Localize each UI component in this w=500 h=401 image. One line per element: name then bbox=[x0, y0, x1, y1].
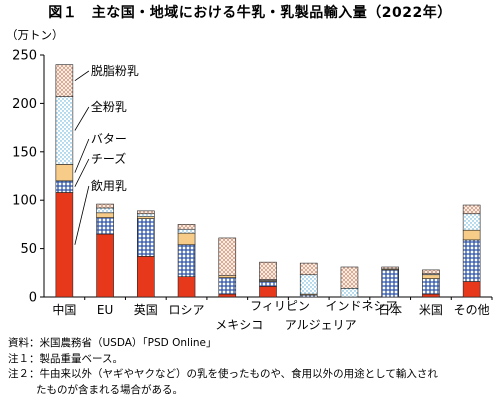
x-tick-label: メキシコ bbox=[215, 318, 263, 332]
bar-segment bbox=[137, 213, 155, 217]
bar-segment bbox=[218, 277, 237, 295]
note-2: 注２：牛由来以外（ヤギやヤクなど）の乳を使ったものや、食用以外の用途として輸入さ… bbox=[8, 368, 438, 380]
bar-segment bbox=[177, 276, 196, 298]
bar-segment bbox=[55, 180, 74, 193]
series-label: 全粉乳 bbox=[91, 99, 127, 114]
x-tick-label: EU bbox=[97, 303, 113, 317]
bar-segment bbox=[422, 274, 440, 279]
bar-segment bbox=[381, 269, 399, 298]
series-label: チーズ bbox=[91, 151, 126, 166]
x-tick-label: 英国 bbox=[134, 303, 158, 317]
bar-segment bbox=[462, 229, 481, 241]
y-tick-label: 250 bbox=[12, 49, 37, 64]
bar-segment bbox=[55, 192, 74, 298]
bar-segment bbox=[137, 256, 155, 298]
source-note: 資料：米国農務省（USDA）「PSD Online」 bbox=[8, 337, 217, 349]
callout-leader bbox=[74, 185, 90, 245]
y-tick-label: 150 bbox=[12, 145, 37, 160]
x-tick-label: フィリピン bbox=[250, 299, 310, 313]
x-tick-label: インドネシア bbox=[325, 299, 397, 313]
bar-segment bbox=[462, 213, 481, 231]
note-2-cont: たものが含まれる場合がある。 bbox=[36, 383, 183, 396]
bar-segment bbox=[340, 287, 359, 298]
notes: 資料：米国農務省（USDA）「PSD Online」 注１：製品重量ベース。 注… bbox=[8, 336, 496, 398]
y-tick-label: 0 bbox=[29, 291, 37, 306]
bar-segment bbox=[259, 261, 277, 280]
chart-title: 図１ 主な国・地域における牛乳・乳製品輸入量（2022年） bbox=[48, 5, 452, 21]
callout-leader bbox=[74, 106, 90, 131]
bar-segment bbox=[422, 269, 440, 275]
bar-segment bbox=[177, 232, 196, 246]
callout-leader bbox=[74, 70, 90, 81]
x-tick-label: アルジェリア bbox=[285, 318, 357, 332]
bar-segment bbox=[218, 237, 237, 277]
bar-segment bbox=[340, 266, 359, 289]
x-tick-label: その他 bbox=[454, 303, 490, 317]
series-callouts: 飲用乳 チーズ バター 全粉乳 脱脂粉乳 bbox=[74, 63, 139, 245]
series-label: バター bbox=[91, 132, 127, 146]
note-1: 注１：製品重量ベース。 bbox=[8, 352, 123, 365]
y-tick-label: 100 bbox=[12, 194, 37, 209]
callout-leader bbox=[74, 158, 90, 187]
bar-segment bbox=[96, 217, 114, 235]
bar-segment bbox=[177, 224, 196, 230]
bar-segment bbox=[177, 244, 196, 277]
y-tick-label: 200 bbox=[12, 97, 37, 112]
series-label: 脱脂粉乳 bbox=[91, 63, 139, 78]
bar-segment bbox=[462, 281, 481, 298]
bar-segment bbox=[218, 293, 237, 298]
x-tick-label: 中国 bbox=[52, 302, 76, 317]
bar-segment bbox=[137, 218, 155, 257]
bar-segment bbox=[55, 96, 74, 165]
bar-segment bbox=[177, 228, 196, 234]
bar-segment bbox=[259, 286, 277, 298]
series-label: 飲用乳 bbox=[91, 178, 127, 193]
y-tick-label: 50 bbox=[20, 242, 37, 257]
x-tick-label: 日本 bbox=[378, 303, 402, 317]
bar-segment bbox=[55, 64, 74, 97]
bar-segment bbox=[96, 207, 114, 214]
bar-segment bbox=[462, 204, 481, 215]
x-tick-label: 米国 bbox=[419, 303, 443, 317]
bar-segment bbox=[137, 210, 155, 215]
bar-segment bbox=[96, 203, 114, 209]
bar-segment bbox=[96, 233, 114, 298]
x-tick-label: ロシア bbox=[169, 303, 205, 317]
bar-segment bbox=[422, 293, 440, 298]
callout-leader bbox=[74, 138, 90, 173]
bar-segment bbox=[299, 274, 318, 295]
bar-segment bbox=[422, 278, 440, 295]
bar-segment bbox=[299, 262, 318, 276]
bar-segment bbox=[259, 281, 277, 287]
bar-segment bbox=[96, 212, 114, 218]
bar-segment bbox=[462, 239, 481, 282]
bars bbox=[55, 64, 481, 298]
bar-segment bbox=[381, 266, 399, 270]
bar-segment bbox=[55, 164, 74, 182]
y-axis-unit: （万トン） bbox=[6, 28, 64, 42]
